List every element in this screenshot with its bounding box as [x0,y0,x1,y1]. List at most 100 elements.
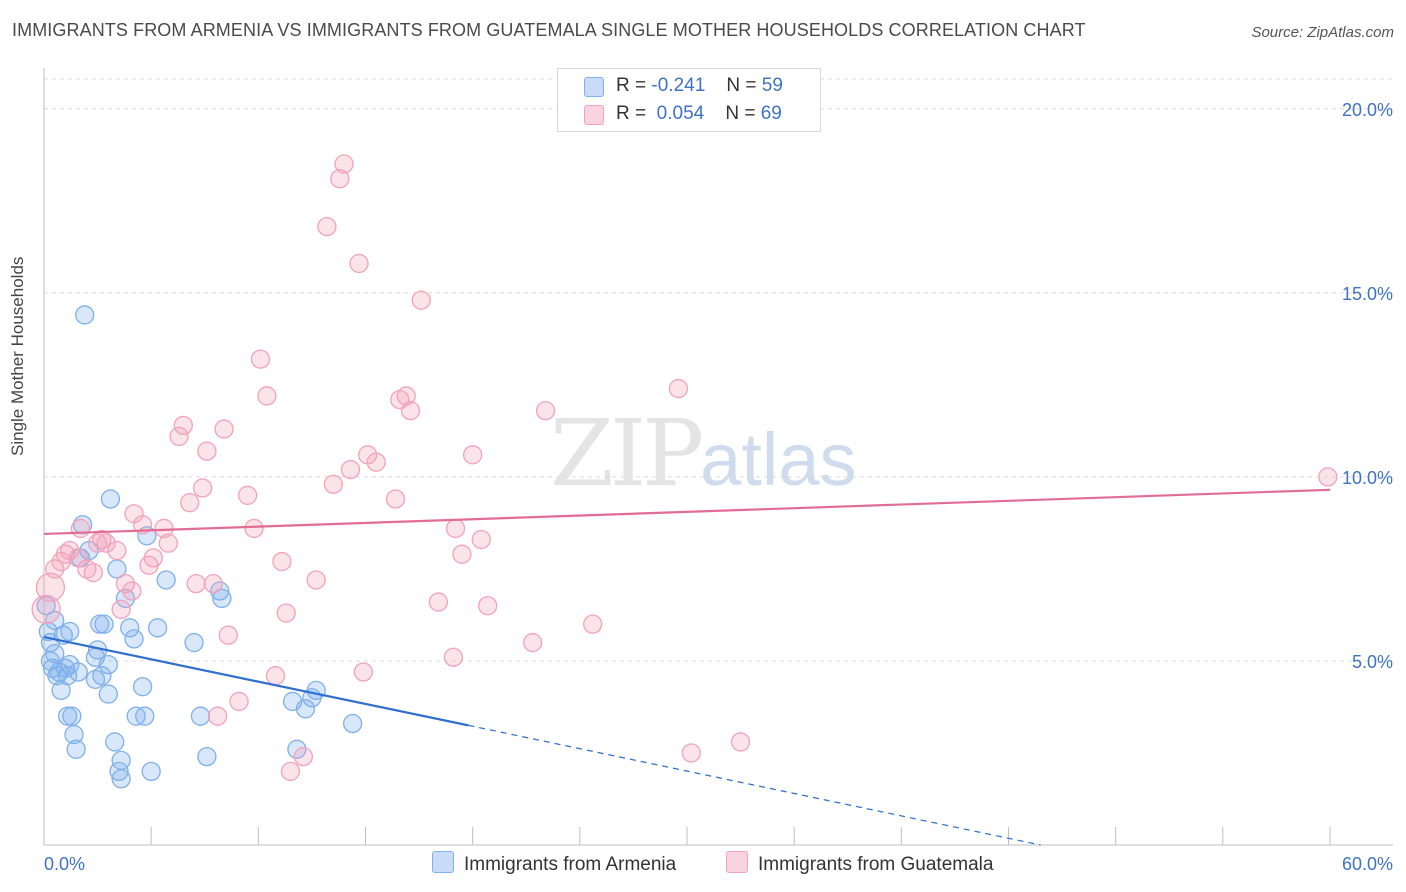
guatemala-point [396,386,416,406]
guatemala-point [83,562,103,583]
armenia-point [100,489,121,509]
guatemala-point [132,515,153,535]
guatemala-point [111,599,131,620]
armenia-point [98,654,118,675]
armenia-point [306,680,326,701]
armenia-trend-line [43,635,469,727]
armenia-point [287,739,307,759]
guatemala-point [340,459,361,480]
bottom-legend-label-guatemala: Immigrants from Guatemala [758,854,994,875]
y-tick-label: 20.0% [1342,100,1393,120]
armenia-point [115,588,136,609]
armenia-point [135,706,155,726]
guatemala-point [186,574,206,594]
armenia-point [212,588,232,609]
guatemala-point [169,426,189,447]
watermark-atlas: atlas [700,418,857,501]
armenia-point [141,761,161,782]
guatemala-point [173,415,193,436]
guatemala-point [272,551,292,572]
armenia-trend-extension [468,724,1041,846]
guatemala-point [523,632,543,653]
guatemala-point [443,647,464,667]
guatemala-point [400,400,421,421]
guatemala-point [463,445,483,465]
guatemala-point [323,474,344,494]
chart-source: Source: ZipAtlas.com [1251,24,1394,41]
guatemala-point [197,441,217,461]
legend-n-value-guatemala: 69 [760,103,782,124]
x-tick-label: 0.0% [44,854,85,874]
guatemala-point [452,544,472,564]
armenia-point [75,305,95,325]
guatemala-point [293,747,313,767]
legend-n-label: N = [725,103,756,124]
guatemala-point [535,400,556,421]
armenia-point [342,713,363,734]
bottom-legend-label-armenia: Immigrants from Armenia [464,854,677,875]
guatemala-point [31,594,61,625]
guatemala-point [180,493,200,513]
guatemala-point [1318,467,1338,487]
guatemala-point [218,625,238,645]
guatemala-point [107,540,127,561]
armenia-point [92,666,112,686]
armenia-point [111,769,131,789]
guatemala-point [35,572,66,602]
armenia-point [156,570,176,590]
guatemala-point [317,216,337,237]
guatemala-point [478,596,498,616]
armenia-point [210,581,230,601]
bottom-legend-armenia: Immigrants from Armenia [432,851,676,876]
guatemala-point [411,290,431,310]
guatemala-point [280,761,301,782]
guatemala-point [265,666,286,686]
armenia-point [124,629,144,649]
armenia-point [98,684,118,704]
watermark-zip: ZIP [550,400,704,507]
guatemala-point [334,154,354,174]
legend-swatch-guatemala [584,105,604,125]
guatemala-point [730,732,751,752]
legend-n-value-armenia: 59 [761,75,783,96]
bottom-legend-swatch-guatemala [726,851,748,873]
chart-title: IMMIGRANTS FROM ARMENIA VS IMMIGRANTS FR… [12,20,1086,40]
guatemala-point [276,603,296,623]
armenia-point [120,618,140,638]
y-tick-label: 15.0% [1342,284,1393,304]
armenia-point [197,747,217,767]
guatemala-point [668,378,689,399]
guatemala-point [96,533,116,553]
guatemala-point [192,478,213,498]
guatemala-point [70,518,91,539]
guatemala-point [257,386,277,406]
guatemala-point [583,614,603,634]
legend-r-label: R = [616,75,647,96]
x-tick-label: 60.0% [1342,854,1393,874]
guatemala-point [122,581,142,601]
armenia-point [94,614,114,634]
guatemala-point [330,169,350,189]
armenia-point [64,724,84,745]
guatemala-trend-line [43,488,1331,536]
y-tick-label: 5.0% [1352,652,1393,672]
legend-n-label: N = [726,75,757,96]
guatemala-point [115,574,136,594]
armenia-point [60,621,80,642]
guatemala-point [203,574,223,594]
guatemala-point [349,253,369,274]
guatemala-point [471,529,491,550]
guatemala-point [445,518,466,539]
y-tick-label: 10.0% [1342,468,1393,488]
guatemala-point [143,548,163,568]
guatemala-point [353,662,374,682]
guatemala-point [306,570,326,590]
armenia-point [57,706,78,726]
guatemala-point [366,452,386,472]
armenia-point [111,750,131,770]
guatemala-point [244,518,264,539]
armenia-point [295,699,316,719]
legend-r-label: R = [616,103,647,124]
guatemala-point [237,485,258,505]
